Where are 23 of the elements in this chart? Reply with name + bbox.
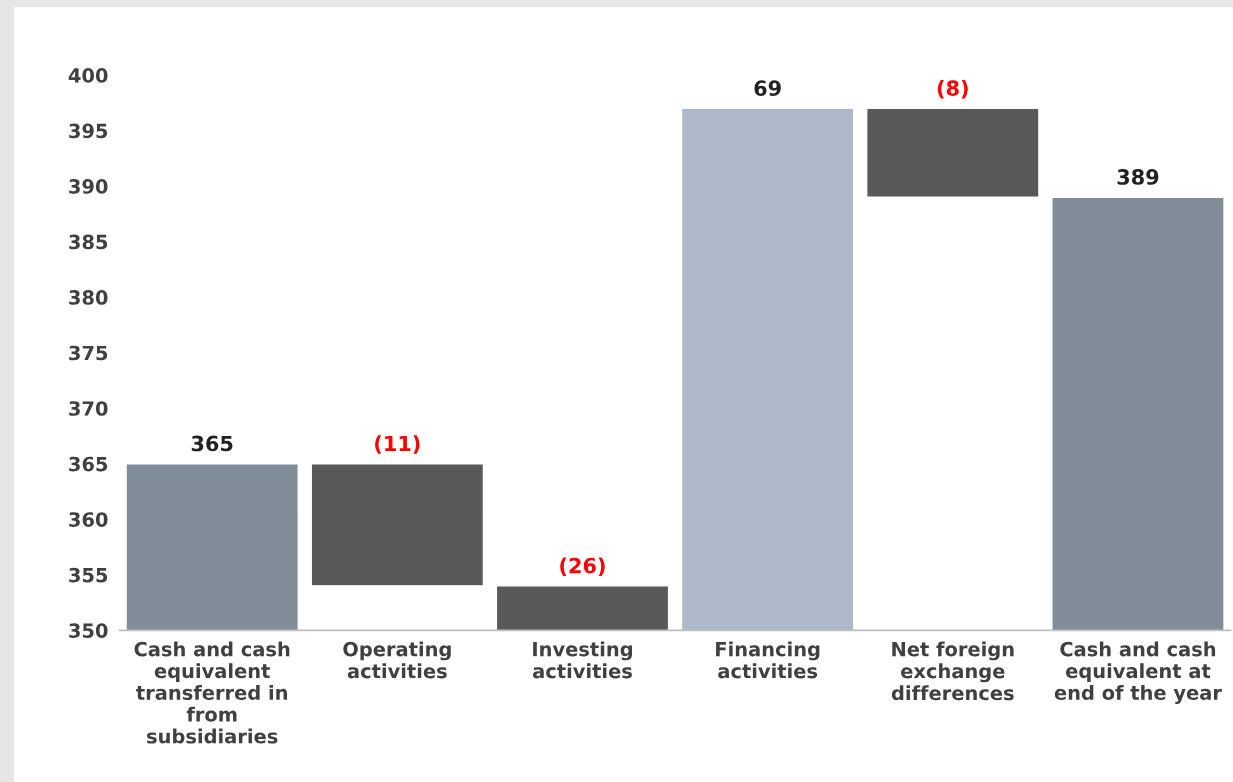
data-label: (8)	[937, 79, 968, 99]
y-tick-label: 385	[69, 234, 108, 250]
x-tick-label: Cash and cash equivalent at end of the year	[1054, 641, 1222, 704]
x-tick-label: Cash and cash equivalent transferred in from subsidiaries	[134, 641, 290, 744]
y-tick-label: 390	[69, 179, 108, 194]
y-tick-label: 395	[69, 123, 108, 139]
y-tick-label: 400	[68, 68, 108, 83]
x-tick-label: Investing activities	[532, 641, 632, 679]
y-tick-label: 355	[69, 567, 108, 583]
x-tick-label: Financing activities	[716, 641, 820, 679]
data-label: 69	[754, 80, 781, 97]
y-tick-label: 375	[69, 345, 108, 361]
y-tick-label: 350	[69, 623, 108, 638]
data-label: 365	[191, 435, 233, 452]
y-tick-label: 380	[69, 290, 108, 305]
x-tick-label: Operating activities	[343, 641, 451, 679]
y-tick-label: 370	[69, 401, 108, 416]
data-label: (11)	[375, 435, 420, 454]
data-label: (26)	[560, 557, 605, 576]
x-tick-label: Net foreign exchange differences	[891, 641, 1014, 701]
data-label: 389	[1117, 169, 1159, 185]
y-tick-label: 365	[69, 456, 108, 472]
y-tick-label: 360	[69, 512, 108, 527]
